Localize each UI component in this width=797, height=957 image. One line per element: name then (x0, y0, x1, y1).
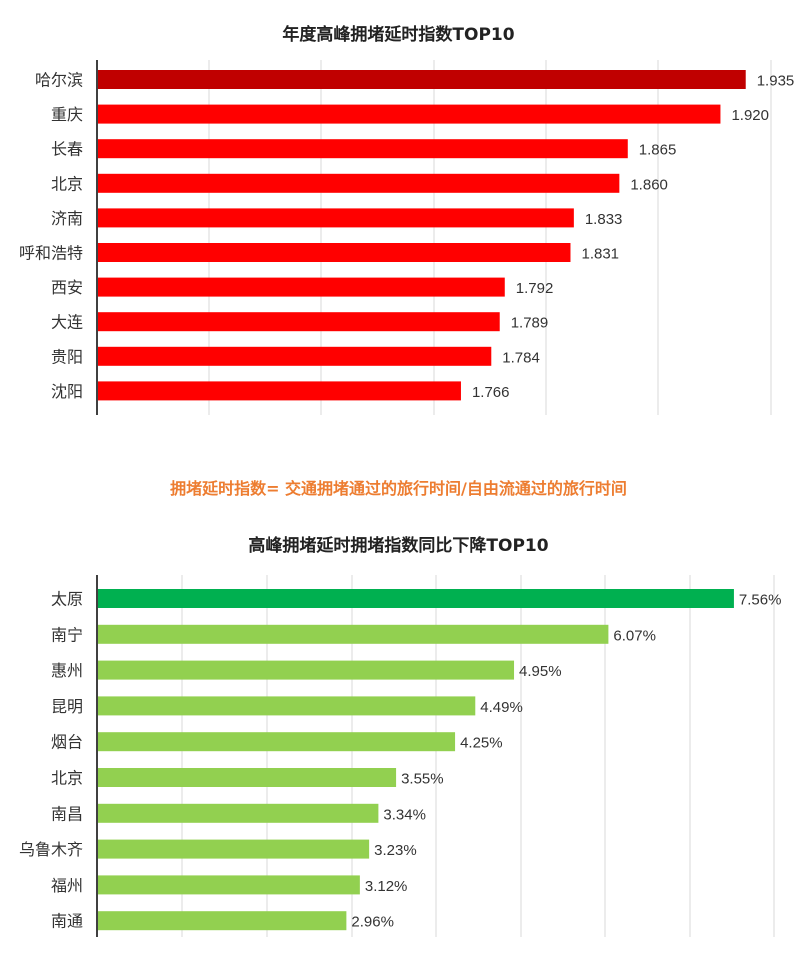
bar (98, 589, 734, 608)
value-label: 4.95% (519, 663, 562, 680)
value-label: 1.860 (630, 176, 668, 193)
bar (98, 139, 628, 159)
category-label: 北京 (51, 175, 83, 193)
category-label: 惠州 (51, 662, 83, 680)
bar (98, 696, 476, 716)
bar (98, 346, 492, 366)
category-label: 南宁 (51, 626, 83, 644)
value-label: 1.766 (472, 384, 510, 401)
bar (98, 839, 370, 859)
category-label: 长春 (51, 141, 83, 159)
category-label: 乌鲁木齐 (19, 841, 83, 859)
category-label: 沈阳 (51, 383, 83, 401)
value-label: 1.920 (731, 107, 769, 124)
bar (98, 277, 505, 297)
bar (98, 732, 456, 752)
bar (98, 768, 397, 787)
category-label: 南通 (51, 913, 83, 931)
value-label: 2.96% (351, 914, 394, 931)
bar (98, 173, 620, 193)
bar (98, 243, 571, 262)
value-label: 3.55% (401, 771, 444, 788)
value-label: 1.865 (639, 142, 677, 159)
value-label: 6.07% (613, 627, 656, 644)
chart-2-svg: 太原 7.56% 南宁 6.07% 惠州 4.95% 昆明 4.49% 烟台 4.25% 北京 3.5… (19, 575, 782, 937)
bar (98, 70, 746, 89)
category-label: 济南 (51, 210, 83, 228)
value-label: 3.12% (365, 878, 408, 895)
value-label: 4.49% (480, 699, 523, 716)
chart-2-title: 高峰拥堵延时拥堵指数同比下降TOP10 (248, 536, 549, 556)
value-label: 1.792 (516, 280, 554, 297)
category-label: 重庆 (51, 106, 83, 124)
value-label: 7.56% (739, 592, 782, 609)
category-label: 贵阳 (51, 348, 83, 366)
bar (98, 104, 721, 124)
chart-1-title: 年度高峰拥堵延时指数TOP10 (282, 25, 515, 45)
value-label: 3.23% (374, 842, 417, 859)
category-label: 西安 (51, 279, 83, 297)
value-label: 1.831 (581, 246, 619, 263)
bar (98, 875, 360, 895)
category-label: 烟台 (51, 734, 83, 752)
bar (98, 208, 574, 228)
category-label: 呼和浩特 (19, 245, 83, 263)
category-label: 太原 (51, 591, 83, 609)
category-label: 昆明 (51, 699, 83, 716)
value-label: 1.784 (502, 349, 540, 366)
value-label: 1.789 (511, 315, 549, 332)
formula-note: 拥堵延时指数= 交通拥堵通过的旅行时间/自由流通过的旅行时间 (170, 479, 627, 498)
bar (98, 381, 461, 401)
value-label: 1.833 (585, 211, 623, 228)
bar (98, 911, 347, 931)
category-label: 北京 (51, 770, 83, 788)
category-label: 福州 (51, 877, 83, 895)
chart-1-svg: 哈尔滨 1.935 重庆 1.920 长春 1.865 北京 1.860 济南 1.833 呼和浩特… (19, 60, 795, 415)
bar (98, 660, 515, 680)
category-label: 南昌 (51, 805, 83, 823)
value-label: 3.34% (383, 806, 426, 823)
bar (98, 624, 609, 644)
category-label: 大连 (51, 314, 83, 332)
bar (98, 803, 379, 823)
bar (98, 312, 500, 332)
category-label: 哈尔滨 (35, 72, 83, 90)
value-label: 4.25% (460, 735, 503, 752)
value-label: 1.935 (757, 73, 795, 90)
